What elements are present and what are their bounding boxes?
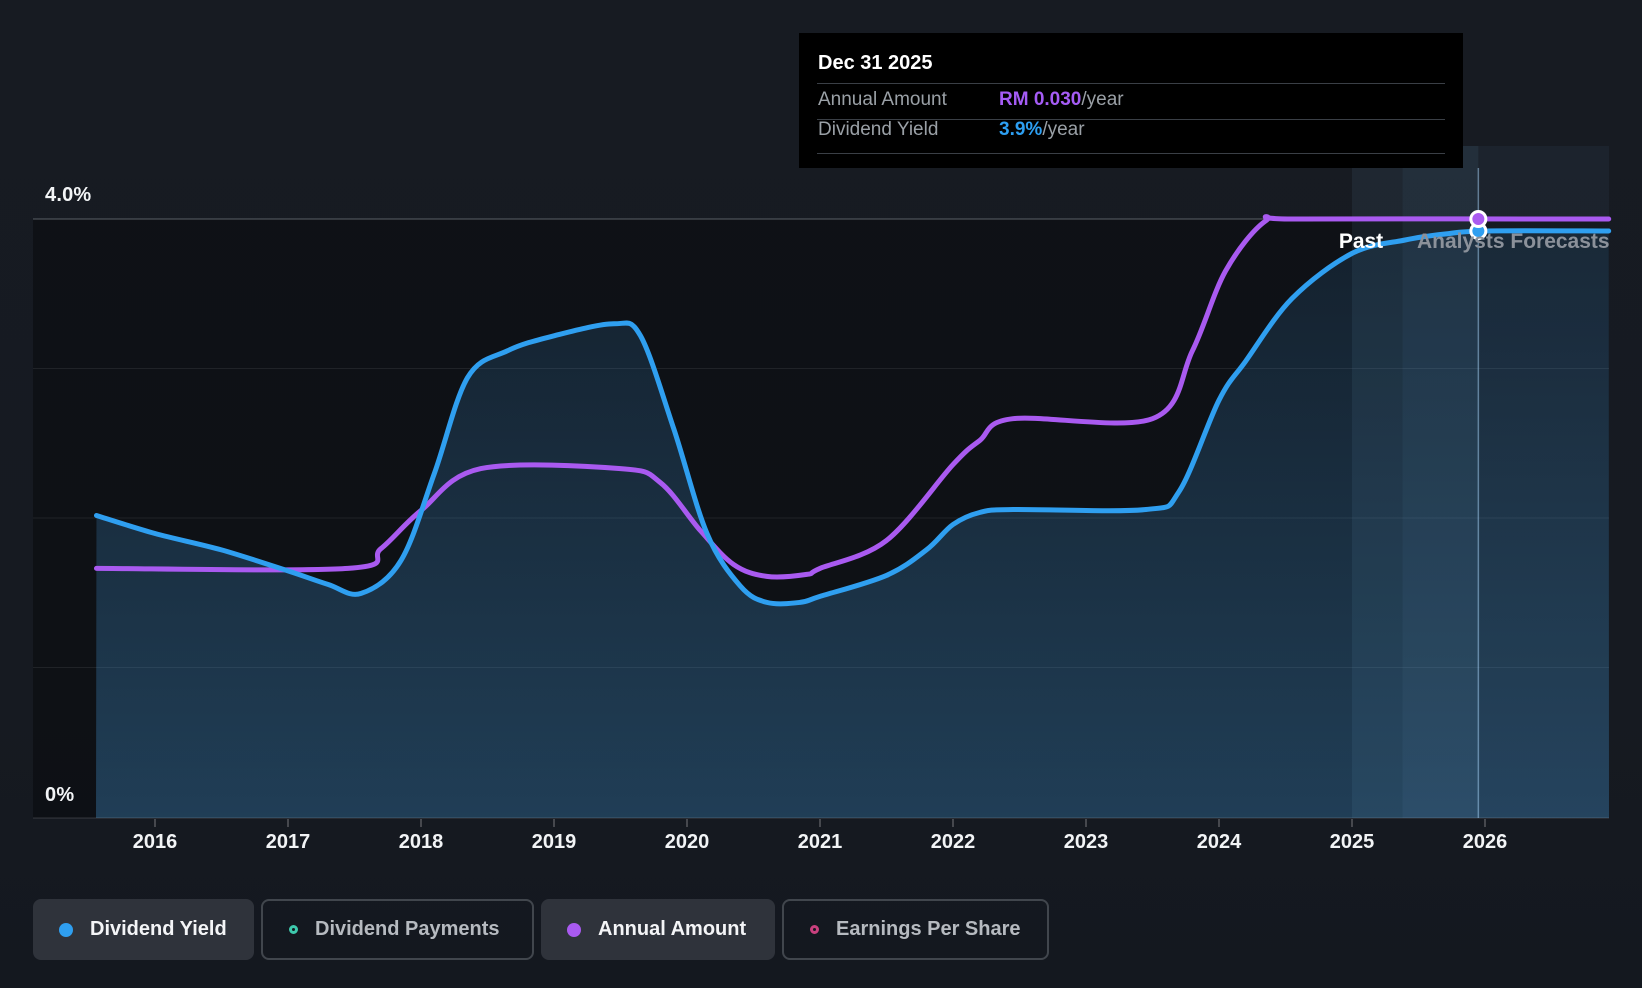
x-axis-year-label: 2023 bbox=[1063, 831, 1109, 853]
x-axis-year-label: 2021 bbox=[797, 831, 843, 853]
dividend-payments-ring-icon bbox=[289, 925, 298, 934]
dividend-yield-dot-icon bbox=[59, 922, 73, 937]
tooltip-date: Dec 31 2025 bbox=[818, 52, 933, 74]
legend-button-dividend-payments[interactable]: Dividend Payments bbox=[261, 899, 534, 960]
tooltip-divider bbox=[817, 153, 1445, 154]
tooltip-divider bbox=[817, 119, 1445, 120]
tooltip-row-annual-amount: Annual Amount RM 0.030/year bbox=[818, 86, 1445, 114]
legend-button-annual-amount[interactable]: Annual Amount bbox=[541, 899, 775, 960]
forecast-region-label: Analysts Forecasts bbox=[1417, 230, 1610, 253]
legend-label: Annual Amount bbox=[598, 918, 747, 940]
tooltip-annual-amount-suffix: /year bbox=[1081, 89, 1124, 110]
hover-tooltip: Dec 31 2025 Annual Amount RM 0.030/year D… bbox=[799, 33, 1463, 168]
legend-label: Dividend Payments bbox=[315, 918, 500, 940]
x-axis-year-label: 2022 bbox=[930, 831, 976, 853]
x-axis-year-label: 2025 bbox=[1329, 831, 1375, 853]
past-region-label: Past bbox=[1338, 230, 1384, 253]
tooltip-annual-amount-value: RM 0.030 bbox=[999, 89, 1082, 110]
legend-label: Earnings Per Share bbox=[836, 918, 1021, 940]
x-axis-year-label: 2016 bbox=[132, 831, 178, 853]
tooltip-dividend-yield-suffix: /year bbox=[1042, 119, 1085, 140]
tooltip-divider bbox=[817, 83, 1445, 84]
x-axis-year-label: 2018 bbox=[398, 831, 444, 853]
x-axis-year-label: 2024 bbox=[1196, 831, 1242, 853]
tooltip-dividend-yield-label: Dividend Yield bbox=[818, 119, 939, 140]
earnings-per-share-ring-icon bbox=[810, 925, 819, 934]
x-axis-year-label: 2019 bbox=[531, 831, 577, 853]
tooltip-annual-amount-label: Annual Amount bbox=[818, 89, 947, 110]
legend-button-earnings-per-share[interactable]: Earnings Per Share bbox=[782, 899, 1049, 960]
legend-label: Dividend Yield bbox=[90, 918, 227, 940]
y-axis-top-label: 4.0% bbox=[45, 184, 92, 206]
tooltip-dividend-yield-value: 3.9% bbox=[999, 119, 1043, 140]
chart-legend: Dividend Yield Dividend Payments Annual … bbox=[33, 899, 1049, 960]
hover-marker-dots bbox=[1469, 210, 1488, 240]
x-axis-year-label: 2020 bbox=[664, 831, 710, 853]
y-axis-zero-label: 0% bbox=[45, 784, 75, 806]
annual-amount-dot-icon bbox=[567, 922, 581, 937]
x-axis-year-label: 2026 bbox=[1462, 831, 1508, 853]
legend-button-dividend-yield[interactable]: Dividend Yield bbox=[33, 899, 254, 960]
x-axis-year-label: 2017 bbox=[265, 831, 311, 853]
tooltip-row-dividend-yield: Dividend Yield 3.9%/year bbox=[818, 116, 1445, 144]
